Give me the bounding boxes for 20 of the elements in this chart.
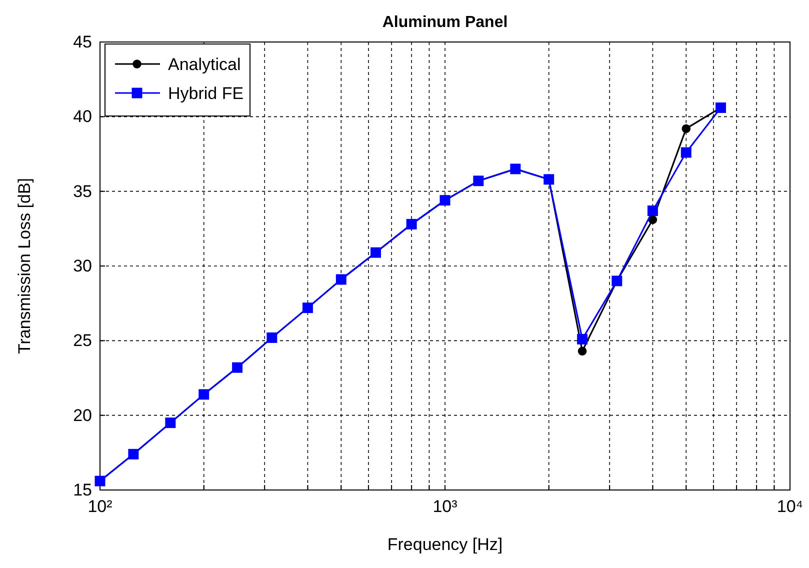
chart-title: Aluminum Panel: [382, 14, 508, 31]
point: [577, 334, 588, 344]
y-tick-label: 30: [73, 256, 92, 276]
y-tick-label: 25: [73, 331, 92, 350]
x-tick-label: 10³: [432, 497, 458, 516]
point: [578, 346, 587, 356]
point: [682, 124, 691, 133]
y-axis-title: Transmission Loss [dB]: [15, 178, 34, 354]
y-tick-label: 20: [73, 406, 92, 425]
y-tick-label: 40: [73, 107, 92, 126]
legend-label: Analytical: [168, 55, 241, 74]
legend-label: Hybrid FE: [168, 84, 244, 103]
y-tick-label: 35: [73, 182, 92, 201]
y-tick-label: 15: [73, 480, 92, 500]
x-tick-label: 10⁴: [776, 497, 804, 516]
x-tick-label: 10²: [88, 497, 113, 516]
x-axis-title: Frequency [Hz]: [387, 535, 503, 554]
point: [680, 147, 692, 158]
y-tick-label: 45: [73, 32, 92, 52]
point: [647, 206, 658, 216]
